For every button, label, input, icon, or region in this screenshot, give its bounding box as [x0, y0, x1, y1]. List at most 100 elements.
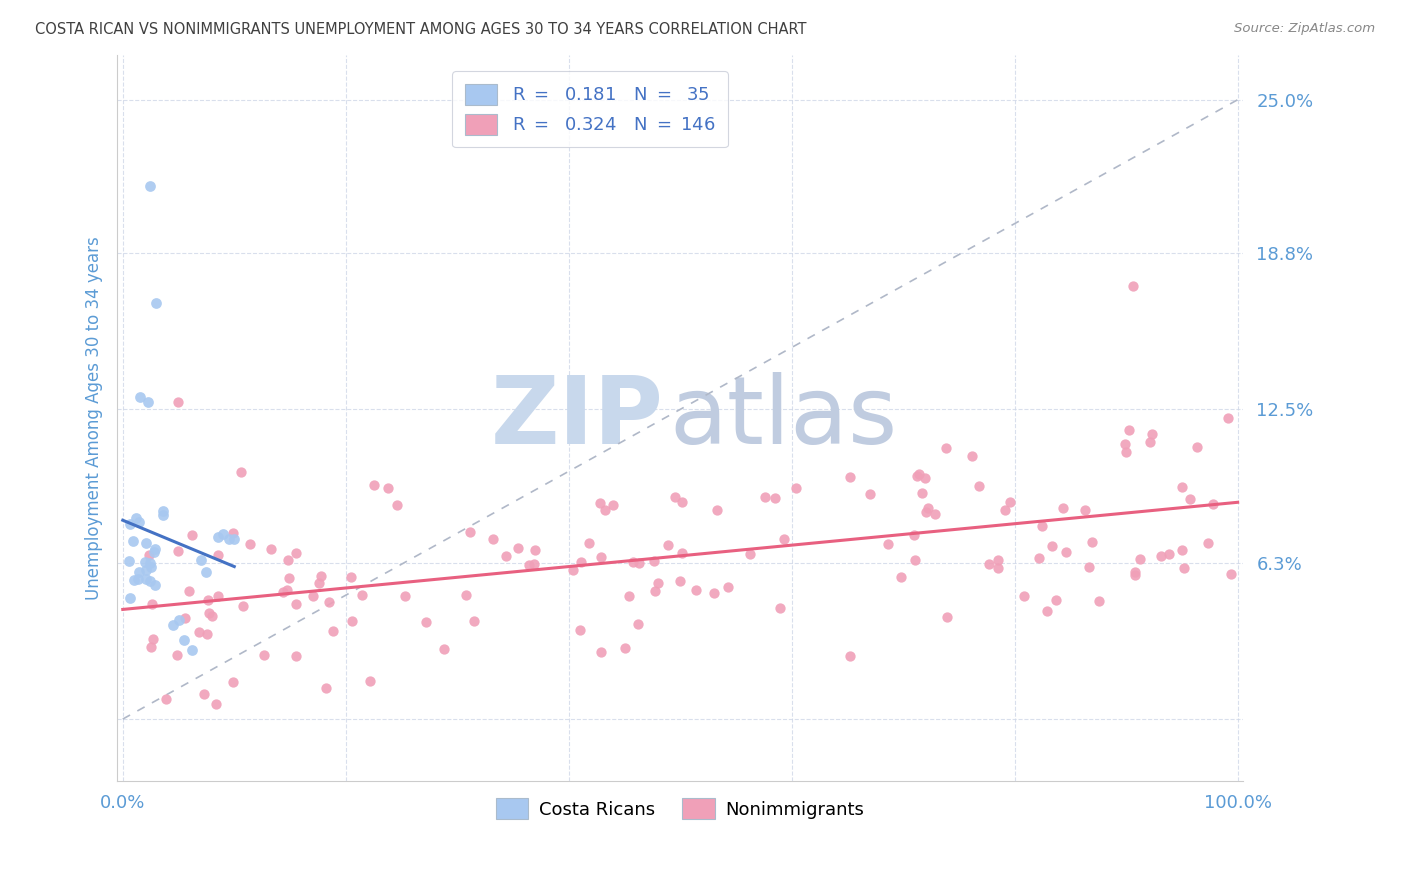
Point [205, 697, 228, 711]
Point [838, 648, 860, 663]
Point [124, 573, 146, 587]
Point [908, 467, 931, 481]
Point [207, 548, 229, 562]
Point [987, 560, 1010, 574]
Point [340, 614, 363, 628]
Point [359, 673, 381, 688]
Point [180, 528, 202, 542]
Point [415, 615, 437, 630]
Point [1040, 539, 1063, 553]
Point [1218, 410, 1240, 425]
Point [128, 565, 150, 579]
Point [207, 531, 229, 545]
Point [627, 617, 650, 632]
Point [166, 648, 188, 663]
Point [222, 526, 245, 541]
Point [593, 503, 616, 517]
Point [167, 543, 190, 558]
Point [463, 614, 485, 628]
Point [276, 582, 298, 597]
Point [914, 471, 936, 485]
Point [1088, 594, 1111, 608]
Point [136, 395, 159, 409]
Point [994, 503, 1017, 517]
Point [377, 481, 399, 495]
Point [936, 610, 959, 624]
Point [506, 541, 529, 555]
Point [174, 611, 197, 625]
Point [122, 533, 145, 548]
Point [523, 542, 546, 557]
Point [142, 632, 165, 646]
Point [141, 560, 163, 574]
Point [152, 508, 174, 522]
Point [914, 505, 936, 519]
Point [657, 538, 679, 552]
Point [394, 589, 416, 603]
Point [859, 486, 882, 500]
Point [285, 649, 308, 664]
Point [135, 563, 157, 577]
Point [569, 555, 592, 569]
Point [309, 569, 332, 583]
Point [977, 557, 1000, 571]
Point [671, 495, 693, 509]
Point [118, 554, 141, 568]
Point [285, 546, 308, 560]
Point [924, 507, 946, 521]
Point [1080, 535, 1102, 549]
Point [224, 533, 246, 547]
Point [193, 687, 215, 701]
Point [839, 469, 862, 483]
Text: ZIP: ZIP [491, 372, 664, 464]
Point [134, 555, 156, 569]
Point [1115, 444, 1137, 458]
Point [998, 495, 1021, 509]
Point [253, 648, 276, 662]
Point [917, 500, 939, 515]
Point [769, 601, 792, 615]
Point [517, 558, 540, 572]
Point [1157, 548, 1180, 562]
Point [322, 624, 344, 638]
Point [195, 565, 218, 579]
Point [145, 542, 167, 557]
Point [591, 549, 613, 564]
Point [1171, 480, 1194, 494]
Point [643, 554, 665, 568]
Point [190, 552, 212, 566]
Text: Source: ZipAtlas.com: Source: ZipAtlas.com [1234, 22, 1375, 36]
Point [285, 597, 308, 611]
Point [363, 477, 385, 491]
Point [302, 589, 325, 603]
Point [152, 504, 174, 518]
Point [218, 532, 240, 546]
Point [1129, 552, 1152, 566]
Point [120, 516, 142, 531]
Y-axis label: Unemployment Among Ages 30 to 34 years: Unemployment Among Ages 30 to 34 years [86, 236, 103, 600]
Point [315, 681, 337, 695]
Point [1054, 545, 1077, 559]
Point [128, 390, 150, 404]
Point [785, 482, 807, 496]
Point [212, 526, 235, 541]
Point [1125, 568, 1147, 582]
Point [903, 528, 925, 542]
Point [669, 574, 692, 588]
Point [644, 584, 666, 599]
Point [569, 623, 592, 637]
Point [259, 541, 281, 556]
Point [142, 545, 165, 559]
Point [179, 584, 201, 599]
Point [495, 549, 517, 563]
Point [664, 490, 686, 504]
Point [1052, 501, 1074, 516]
Point [589, 645, 612, 659]
Text: atlas: atlas [669, 372, 897, 464]
Point [588, 496, 610, 510]
Point [877, 537, 900, 551]
Point [613, 640, 636, 655]
Point [385, 498, 408, 512]
Point [139, 574, 162, 588]
Point [318, 595, 340, 609]
